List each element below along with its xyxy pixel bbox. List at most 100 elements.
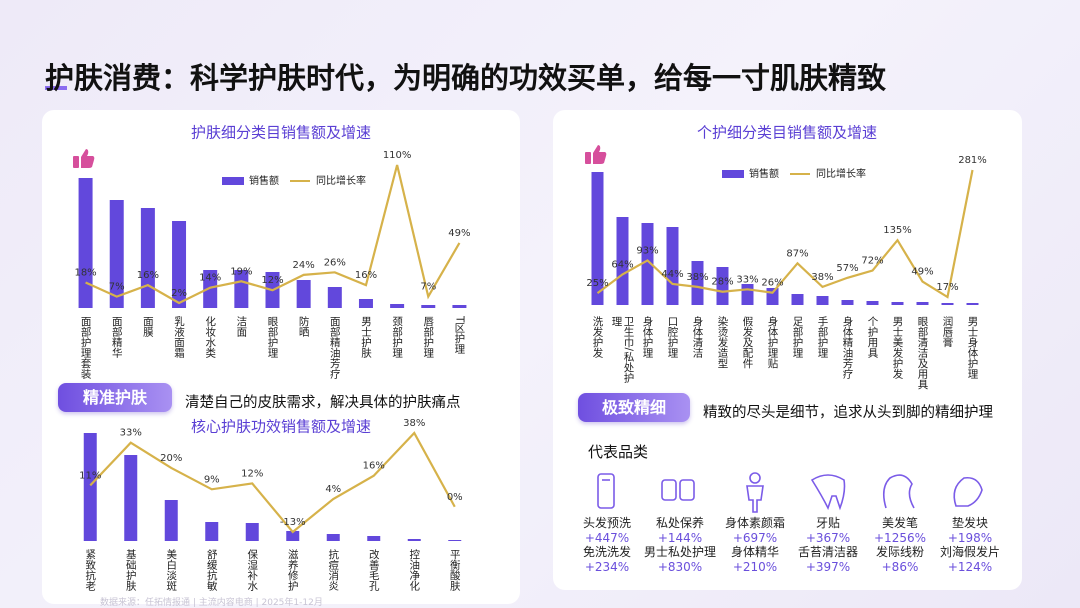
value-label: 28% (711, 277, 733, 288)
chart-title: 护肤细分类目销售额及增速 (191, 124, 371, 142)
section-tag: 精准护肤 (58, 383, 172, 412)
bar (172, 221, 187, 308)
bar (203, 270, 218, 308)
growth-line (89, 431, 456, 534)
product-name: 舌苔清洁器 (797, 545, 858, 559)
x-tick-label: 化妆水类 (204, 316, 217, 358)
bar (966, 303, 979, 305)
bar (164, 500, 178, 541)
value-label: 44% (661, 269, 683, 280)
value-label: 11% (79, 470, 101, 481)
legend-swatch (722, 170, 744, 178)
x-tick-label: 唇部护理 (422, 316, 435, 358)
bar (716, 267, 729, 305)
section-text: 精致的尽头是细节，追求从头到脚的精细护理 (703, 405, 993, 421)
legend-label: 销售额 (249, 174, 279, 187)
x-tick-label: 改善毛孔 (367, 549, 380, 591)
x-tick-label: 卫生巾/私处护理 (610, 316, 635, 383)
product-growth: +1256% (874, 530, 926, 545)
bar (448, 540, 462, 541)
x-tick-label: 滋养修护 (286, 549, 299, 591)
x-tick-label: 基础护肤 (124, 549, 137, 591)
product-growth: +234% (584, 559, 630, 574)
value-label: 57% (836, 263, 858, 274)
value-label: 38% (811, 272, 833, 283)
product-item: 美发笔 +1256% 发际线粉 +86% (845, 516, 955, 574)
value-label: 33% (120, 428, 142, 439)
value-label: 87% (786, 248, 808, 259)
product-growth: +210% (732, 559, 778, 574)
product-item: 垫发块 +198% 刘海假发片 +124% (915, 516, 1025, 574)
product-item: 牙贴 +367% 舌苔清洁器 +397% (773, 516, 883, 574)
x-tick-label: 染烫发造型 (716, 316, 729, 369)
value-label: 16% (137, 270, 159, 281)
bar (109, 200, 124, 308)
x-tick-label: 个护用具 (866, 316, 879, 358)
bar (616, 217, 629, 305)
value-label: 49% (911, 267, 933, 278)
value-label: 135% (883, 225, 912, 236)
x-tick-label: 防晒 (297, 316, 310, 337)
x-tick-label: 手部护理 (816, 316, 829, 358)
value-label: 16% (355, 270, 377, 281)
x-tick-label: 面部精华 (110, 316, 123, 358)
x-tick-label: 洁面 (235, 316, 248, 337)
x-tick-label: 洗发护发 (591, 316, 604, 358)
product-growth: +830% (657, 559, 703, 574)
product-item: 私处保养 +144% 男士私处护理 +830% (625, 516, 735, 574)
bar (941, 303, 954, 305)
bar (766, 288, 779, 305)
bar (452, 305, 467, 308)
bar (591, 172, 604, 305)
value-label: 33% (736, 274, 758, 285)
source: 数据来源：任拓情报通 | 主流内容电商 | 2025年1-12月 (100, 598, 323, 608)
bar (741, 284, 754, 305)
x-tick-label: 平衡酸肤 (448, 549, 461, 591)
thumb-icons (73, 145, 607, 168)
bar (421, 305, 436, 308)
bar (124, 455, 138, 541)
value-label: 9% (204, 474, 220, 485)
product-name: 身体精华 (730, 545, 779, 559)
bar (791, 294, 804, 305)
section-text: 清楚自己的皮肤需求，解决具体的护肤痛点 (185, 395, 461, 411)
title-accent (45, 86, 67, 90)
product-name: 发际线粉 (875, 545, 924, 559)
value-label: 38% (686, 272, 708, 283)
x-tick-label: 男士身体护理 (966, 316, 979, 379)
product-growth: +447% (584, 530, 630, 545)
bar (916, 302, 929, 305)
bar (326, 534, 340, 541)
value-label: 38% (403, 418, 425, 429)
product-item: 头发预洗 +447% 免洗洗发 +234% (552, 516, 662, 574)
value-label: 12% (241, 468, 263, 479)
chart-title: 个护细分类目销售额及增速 (697, 124, 877, 142)
x-tick-label: 润唇膏 (941, 316, 954, 348)
product-growth: +144% (657, 530, 703, 545)
product-icons (597, 472, 983, 513)
bar (78, 178, 93, 308)
bar (691, 261, 704, 305)
x-tick-label: 面部护理套装 (79, 316, 92, 379)
value-label: 12% (261, 275, 283, 286)
product-name: 牙贴 (815, 516, 840, 530)
x-tick-label: 抗痘消炎 (327, 549, 340, 591)
value-label: 110% (383, 150, 412, 161)
x-tick-label: 乳液面霜 (173, 316, 186, 358)
bar (83, 433, 97, 541)
x-tick-label: 身体清洁 (691, 316, 704, 358)
bar (205, 522, 219, 541)
value-label: 49% (448, 228, 470, 239)
left-card (42, 110, 520, 604)
chart-title: 核心护肤功效销售额及增速 (191, 418, 371, 436)
x-tick-label: 美白淡斑 (165, 549, 178, 591)
bar (841, 300, 854, 305)
product-name: 免洗洗发 (582, 545, 631, 559)
bar (367, 536, 381, 541)
page-title: 护肤消费：科学护肤时代，为明确的功效买单，给每一寸肌肤精致 (45, 61, 887, 95)
product-name: 垫发块 (951, 516, 988, 530)
bar (286, 531, 300, 541)
product-growth: +198% (947, 530, 993, 545)
